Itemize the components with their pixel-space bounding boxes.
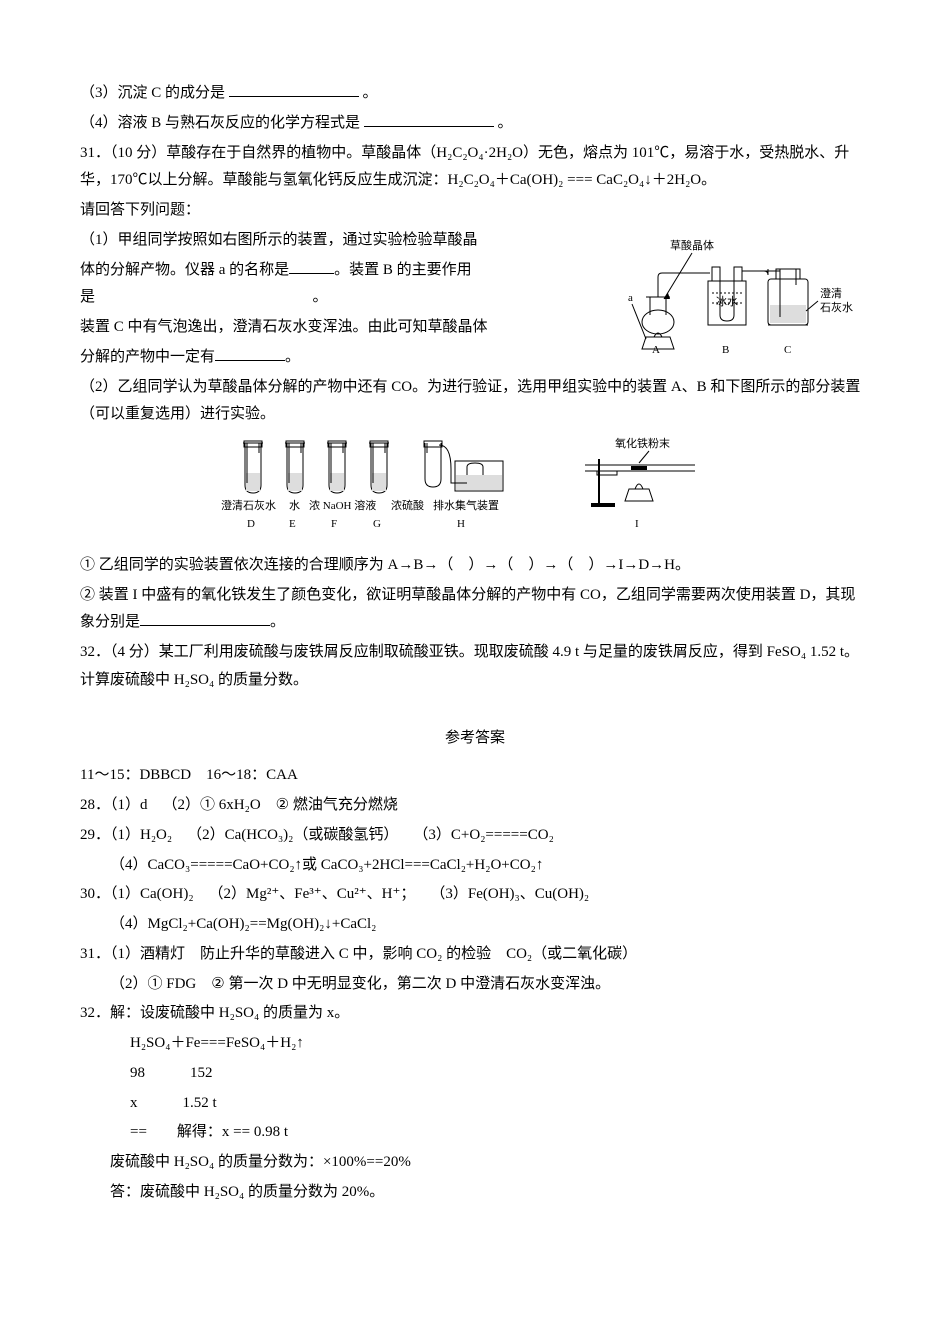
q30-3-end: 。 bbox=[363, 85, 378, 101]
fig2-I: I bbox=[635, 518, 639, 530]
fig1-a-label: a bbox=[628, 292, 633, 304]
a32-6: 废硫酸中 H₂SO₄ 的质量分数为：×100%==20% bbox=[80, 1149, 870, 1177]
q32: 32．（4 分）某工厂利用废硫酸与废铁屑反应制取硫酸亚铁。现取废硫酸 4.9 t… bbox=[80, 639, 870, 695]
q31-2-2b: 。 bbox=[270, 614, 285, 630]
q31-2-1: ① 乙组同学的实验装置依次连接的合理顺序为 A→B→（ ）→（ ）→（ ）→I→… bbox=[80, 552, 870, 580]
a-mc: 11～15：DBBCD 16～18：CAA bbox=[80, 762, 870, 790]
fig2-G: G bbox=[373, 518, 381, 530]
fig1-B: B bbox=[722, 344, 729, 356]
a32-7: 答：废硫酸中 H₂SO₄ 的质量分数为 20%。 bbox=[80, 1179, 870, 1207]
figure-2: 氧化铁粉末 澄清石灰水 水 浓 NaOH 溶液 浓硫酸 排水集气装置 D E F… bbox=[80, 435, 870, 546]
a31-2: （2）① FDG ② 第一次 D 中无明显变化，第二次 D 中澄清石灰水变浑浊。 bbox=[80, 971, 870, 999]
q30-3-text: （3）沉淀 C 的成分是 bbox=[80, 85, 225, 101]
fig1-A: A bbox=[652, 344, 660, 356]
q30-3-blank bbox=[229, 81, 359, 98]
q31-1d: 。 bbox=[313, 289, 328, 305]
fig2-water: 水 bbox=[289, 499, 300, 512]
fig2-D: D bbox=[247, 518, 255, 530]
q31-1f: 分解的产物中一定有 bbox=[80, 349, 215, 365]
fig1-ice: 冰水 bbox=[716, 295, 738, 308]
a32-1: 32．解：设废硫酸中 H₂SO₄ 的质量为 x。 bbox=[80, 1000, 870, 1028]
a31-1: 31．（1）酒精灯 防止升华的草酸进入 C 中，影响 CO₂ 的检验 CO₂（或… bbox=[80, 941, 870, 969]
q30-4-blank bbox=[364, 110, 494, 127]
q30-3: （3）沉淀 C 的成分是 。 bbox=[80, 80, 870, 108]
q31-1b: 体的分解产物。仪器 a 的名称是 bbox=[80, 262, 289, 278]
a30-2: （4）MgCl₂+Ca(OH)₂==Mg(OH)₂↓+CaCl₂ bbox=[80, 911, 870, 939]
q31-1g: 。 bbox=[285, 349, 300, 365]
a32-3: 98 152 bbox=[80, 1060, 870, 1088]
q31-2-2-blank bbox=[140, 610, 270, 627]
a32-4: x 1.52 t bbox=[80, 1090, 870, 1118]
fig2-E: E bbox=[289, 518, 296, 530]
a29-1: 29．（1）H₂O₂ （2）Ca(HCO₃)₂（或碳酸氢钙） （3）C+O₂==… bbox=[80, 822, 870, 850]
a28: 28．（1）d （2）① 6xH₂O ② 燃油气充分燃烧 bbox=[80, 792, 870, 820]
q30-4-text: （4）溶液 B 与熟石灰反应的化学方程式是 bbox=[80, 115, 360, 131]
q30-4: （4）溶液 B 与熟石灰反应的化学方程式是 。 bbox=[80, 110, 870, 138]
q31-1b-blank bbox=[289, 257, 334, 274]
figure-1: 草酸晶体 a 冰水 bbox=[620, 227, 870, 368]
fig1-crystal: 草酸晶体 bbox=[670, 238, 714, 252]
fig1-lime1: 澄清 bbox=[820, 286, 842, 300]
fig2-lime: 澄清石灰水 bbox=[221, 498, 276, 512]
answer-title: 参考答案 bbox=[80, 725, 870, 753]
fig2-H: H bbox=[457, 518, 465, 530]
q31-2-2-wrap: ② 装置 I 中盛有的氧化铁发生了颜色变化，欲证明草酸晶体分解的产物中有 CO，… bbox=[80, 582, 870, 638]
fig2-F: F bbox=[331, 518, 337, 530]
q31-head: 31．（10 分）草酸存在于自然界的植物中。草酸晶体（H₂C₂O₄·2H₂O）无… bbox=[80, 140, 870, 196]
q30-4-end: 。 bbox=[498, 115, 513, 131]
fig2-naoh: 浓 NaOH 溶液 bbox=[309, 498, 376, 512]
a32-2: H₂SO₄＋Fe===FeSO₄＋H₂↑ bbox=[80, 1030, 870, 1058]
fig1-lime2: 石灰水 bbox=[820, 300, 853, 314]
fig2-h2so4: 浓硫酸 bbox=[391, 498, 424, 512]
fig2-drain: 排水集气装置 bbox=[433, 498, 499, 512]
a30-1: 30．（1）Ca(OH)₂ （2）Mg²⁺、Fe³⁺、Cu²⁺、H⁺； （3）F… bbox=[80, 881, 870, 909]
fig2-feo: 氧化铁粉末 bbox=[615, 436, 670, 450]
a32-5: == 解得：x == 0.98 t bbox=[80, 1119, 870, 1147]
q31-2a: （2）乙组同学认为草酸晶体分解的产物中还有 CO。为进行验证，选用甲组实验中的装… bbox=[80, 374, 870, 430]
q31-ans-prompt: 请回答下列问题： bbox=[80, 197, 870, 225]
fig1-C: C bbox=[784, 344, 791, 356]
q31-1f-blank bbox=[215, 344, 285, 361]
a29-2: （4）CaCO₃=====CaO+CO₂↑或 CaCO₃+2HCl===CaCl… bbox=[80, 852, 870, 880]
